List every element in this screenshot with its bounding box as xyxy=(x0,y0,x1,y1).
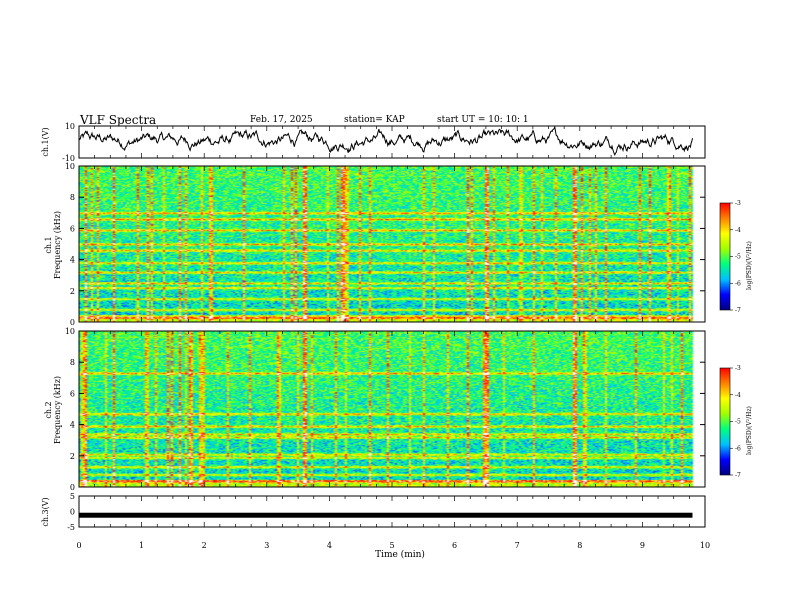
xaxis-tick-label: 3 xyxy=(264,541,269,550)
ch1-spectrogram-colorbar-tick-label: -3 xyxy=(735,200,741,207)
ch3-waveform-ytick-label: -5 xyxy=(67,523,75,532)
xaxis-tick-label: 4 xyxy=(327,541,332,550)
xaxis-tick-label: 6 xyxy=(452,541,457,550)
ch1-waveform-trace xyxy=(78,125,693,157)
ch2-spectrogram-colorbar-tick-label: -5 xyxy=(735,419,741,426)
ch1-spectrogram-colorbar-tick-label: -7 xyxy=(735,307,741,314)
ch2-spectrogram-colorbar-tick-label: -6 xyxy=(735,445,741,452)
figure-title: VLF Spectra xyxy=(80,113,157,127)
ch1-spectrogram-ytick-label: 8 xyxy=(70,193,75,202)
ch2-spectrogram-colorbar xyxy=(719,367,731,476)
ch2-spectrogram-ytick-label: 8 xyxy=(70,358,75,367)
xaxis-tick-label: 2 xyxy=(202,541,207,550)
ch1-spectrogram-ytick-label: 2 xyxy=(70,287,75,296)
ch2-spectrogram-ytick-label: 0 xyxy=(70,483,75,492)
ch2-spectrogram-image xyxy=(79,331,705,487)
xaxis-tick-label: 9 xyxy=(640,541,645,550)
ch1-spectrogram-ytick-label: 6 xyxy=(70,224,75,233)
ch1-spectrogram-ytick-label: 10 xyxy=(65,162,75,171)
ch2-spectrogram-ytick-label: 6 xyxy=(70,389,75,398)
xaxis-tick-label: 7 xyxy=(515,541,520,550)
xaxis-tick-label: 10 xyxy=(700,541,710,550)
ch1-spectrogram-colorbar-tick-label: -4 xyxy=(735,227,741,234)
xaxis-title: Time (min) xyxy=(375,549,425,560)
ch2-spectrogram-ytick-label: 2 xyxy=(70,452,75,461)
ch2-spectrogram-ytick-label: 10 xyxy=(65,327,75,336)
ch1-spectrogram-image xyxy=(79,166,705,322)
ch1-spectrogram-colorbar-tick-label: -5 xyxy=(735,254,741,261)
ch3-waveform-trace xyxy=(79,512,693,518)
ch2-spectrogram-colorbar-tick-label: -7 xyxy=(735,472,741,479)
ch1-spectrogram-ytick-label: 4 xyxy=(70,256,75,265)
start-time-label: start UT = 10: 10: 1 xyxy=(437,115,529,125)
ch1-spectrogram-ytick-label: 0 xyxy=(70,318,75,327)
ch1-waveform-ytick-label: 10 xyxy=(65,122,75,131)
ch1-spectrogram-colorbar xyxy=(719,202,731,311)
ch1-spectrogram-colorbar-tick-label: -6 xyxy=(735,280,741,287)
ch2-spectrogram-ytick-label: 4 xyxy=(70,421,75,430)
xaxis-tick-label: 1 xyxy=(139,541,144,550)
station-label: station= KAP xyxy=(344,115,405,125)
date-label: Feb. 17, 2025 xyxy=(250,115,313,125)
ch3-waveform-ytick-label: 5 xyxy=(70,492,75,501)
xaxis-tick-label: 0 xyxy=(76,541,81,550)
xaxis-tick-label: 8 xyxy=(577,541,582,550)
xaxis-tick-label: 5 xyxy=(389,541,394,550)
ch2-spectrogram-colorbar-tick-label: -4 xyxy=(735,392,741,399)
ch3-waveform-ytick-label: 0 xyxy=(70,508,75,517)
ch1-waveform-ytick-label: -10 xyxy=(62,154,75,163)
ch2-spectrogram-colorbar-tick-label: -3 xyxy=(735,365,741,372)
